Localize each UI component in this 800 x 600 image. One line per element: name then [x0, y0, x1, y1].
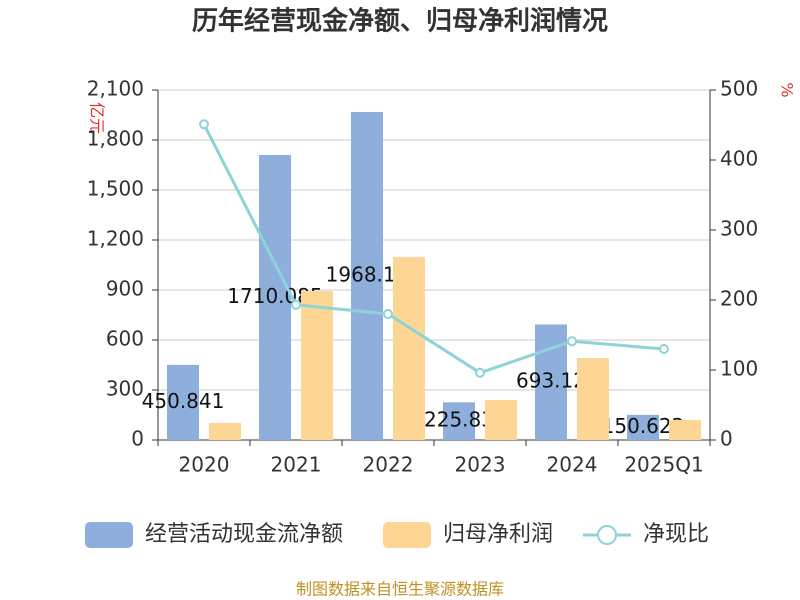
bar — [393, 257, 425, 440]
y-tick-label: 1,200 — [87, 227, 144, 251]
bar — [301, 291, 333, 440]
bar — [209, 423, 241, 440]
x-tick-label: 2022 — [363, 453, 414, 477]
x-tick-label: 2023 — [455, 453, 506, 477]
legend-label: 净现比 — [643, 522, 709, 547]
bar — [669, 420, 701, 440]
legend-swatch — [597, 525, 617, 545]
y2-tick-label: 300 — [720, 217, 758, 241]
x-tick-label: 2021 — [271, 453, 322, 477]
line-point — [567, 336, 577, 347]
data-label: 693.12 — [516, 369, 586, 393]
line — [202, 123, 665, 375]
y-axis-label: 亿元 — [88, 102, 107, 134]
bar — [167, 364, 199, 440]
legend-label: 归母净利润 — [443, 522, 553, 547]
y2-tick-label: 400 — [720, 147, 758, 171]
bar — [627, 414, 659, 440]
line-point — [475, 367, 485, 378]
y2-tick-label: 100 — [720, 357, 758, 381]
y2-axis-label: % — [778, 82, 797, 97]
y2-tick-label: 0 — [720, 427, 733, 451]
line-point — [199, 119, 209, 130]
y2-tick-label: 200 — [720, 287, 758, 311]
data-label: 450.841 — [142, 389, 225, 413]
legend-swatch — [383, 522, 431, 548]
x-tick-label: 2025Q1 — [624, 453, 703, 477]
chart-title: 历年经营现金净额、归母净利润情况 — [192, 6, 608, 37]
x-tick-label: 2020 — [179, 453, 230, 477]
data-label: 225.83 — [424, 408, 494, 432]
bar — [485, 400, 517, 440]
source-note: 制图数据来自恒生聚源数据库 — [296, 580, 504, 599]
legend-label: 经营活动现金流净额 — [145, 522, 343, 547]
y-tick-label: 1,500 — [87, 177, 144, 201]
bar — [443, 402, 475, 440]
line-point — [659, 344, 669, 354]
bar — [351, 111, 383, 440]
y-tick-label: 1,800 — [87, 127, 144, 151]
y-tick-label: 900 — [106, 277, 144, 301]
line-point — [383, 309, 393, 319]
y-tick-label: 600 — [106, 327, 144, 351]
line-point — [291, 299, 301, 310]
x-tick-label: 2024 — [547, 453, 598, 477]
bar — [577, 358, 609, 440]
y-tick-label: 2,100 — [87, 77, 144, 101]
bar — [259, 154, 291, 440]
legend-swatch — [85, 522, 133, 548]
y2-tick-label: 500 — [720, 77, 758, 101]
y-tick-label: 300 — [106, 377, 144, 401]
y-tick-label: 0 — [131, 427, 144, 451]
